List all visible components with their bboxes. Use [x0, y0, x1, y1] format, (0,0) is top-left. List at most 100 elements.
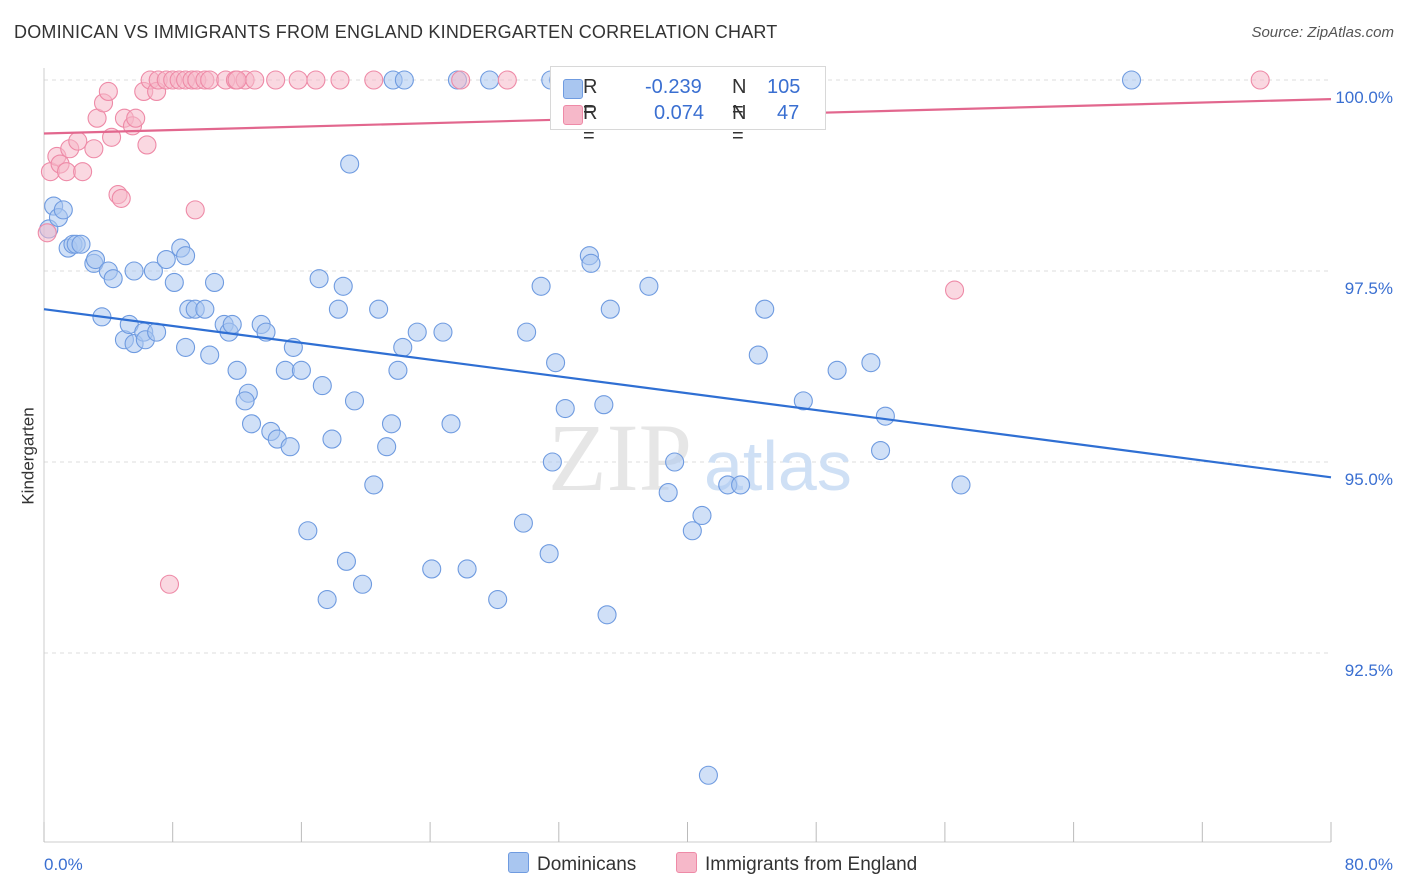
dominican-point-26 [176, 337, 196, 357]
y-tick-label-1: 95.0% [1345, 470, 1393, 489]
dominican-point-65 [433, 322, 453, 342]
dominican-point-71 [531, 276, 551, 296]
dominican-point-96 [951, 475, 971, 495]
dominican-point-60 [381, 414, 402, 434]
dominican-point-59 [377, 437, 397, 457]
england-point-41 [497, 70, 517, 90]
england-point-19 [137, 135, 157, 155]
chart-title: DOMINICAN VS IMMIGRANTS FROM ENGLAND KIN… [14, 22, 778, 42]
dominican-point-58 [369, 299, 389, 319]
dominican-point-70 [517, 322, 537, 342]
dominican-point-99 [394, 70, 414, 90]
dominican-point-57 [364, 475, 384, 495]
y-tick-label-0: 92.5% [1345, 661, 1393, 680]
dominican-point-63 [407, 322, 427, 342]
r-label: R = [583, 76, 598, 121]
dominican-point-46 [298, 521, 318, 541]
england-point-11 [98, 81, 118, 102]
england-point-35 [266, 70, 286, 90]
dominican-point-11 [103, 269, 123, 289]
dominican-point-34 [227, 360, 247, 380]
england-point-4 [56, 162, 77, 182]
dominican-trend-line [43, 308, 1332, 479]
dominican-point-97 [1121, 70, 1142, 90]
dominican-point-92 [827, 360, 847, 380]
legend-label-dominicans: Dominicans [537, 854, 637, 875]
legend-label-england: Immigrants from England [705, 854, 918, 875]
dominican-point-56 [352, 574, 373, 594]
series-england [37, 70, 1270, 594]
dominican-point-72 [539, 544, 559, 564]
legend-item-dominicans[interactable]: Dominicans [508, 852, 636, 876]
dominican-point-69 [513, 513, 533, 533]
y-tick-label-2: 97.5% [1345, 279, 1393, 298]
england-point-46 [227, 70, 247, 90]
dominican-point-30 [200, 345, 220, 365]
r-value-dominicans: -0.239 [645, 76, 702, 98]
dominican-point-83 [665, 452, 685, 472]
n-label: N = [732, 102, 747, 147]
dominican-point-94 [870, 440, 891, 461]
dominican-point-85 [692, 505, 712, 526]
dominican-point-66 [441, 414, 461, 434]
england-point-36 [288, 70, 308, 90]
tick-labels: 92.5% 95.0% 97.5% 100.0% 0.0% 80.0% [44, 88, 1393, 874]
dominican-point-49 [317, 589, 337, 610]
dominican-point-89 [748, 345, 768, 365]
dominican-point-74 [546, 353, 566, 373]
dominican-point-77 [581, 253, 601, 273]
dominican-point-7 [71, 234, 91, 254]
england-point-37 [306, 70, 326, 90]
legend-item-england[interactable]: Immigrants from England [676, 852, 917, 876]
dominican-point-73 [542, 452, 562, 472]
england-point-45 [1250, 70, 1270, 90]
dominican-point-36 [241, 414, 262, 434]
stats-legend: R = -0.239 N = 105 R = 0.074 N = 47 [550, 66, 826, 147]
y-tick-label-3: 100.0% [1335, 88, 1393, 107]
dominican-point-17 [176, 246, 196, 266]
dominican-point-51 [328, 299, 348, 319]
dominican-point-33 [222, 314, 242, 335]
dominican-point-13 [143, 261, 163, 281]
dominican-point-84 [682, 521, 702, 541]
england-point-17 [126, 108, 146, 128]
england-point-14 [111, 188, 131, 208]
england-point-8 [84, 139, 104, 159]
england-point-40 [451, 70, 471, 90]
n-label: N = [732, 76, 747, 121]
r-label: R = [583, 102, 598, 147]
england-point-44 [945, 280, 965, 300]
source-label: Source: ZipAtlas.com [1251, 24, 1394, 41]
dominican-point-68 [488, 589, 508, 610]
dominican-point-88 [731, 475, 751, 495]
dominican-point-79 [597, 605, 617, 625]
england-point-34 [245, 70, 265, 90]
n-value-england: 47 [777, 102, 800, 124]
dominican-point-37 [235, 391, 255, 411]
n-value-dominicans: 105 [767, 76, 801, 98]
dominican-point-12 [124, 261, 144, 281]
dominican-point-86 [698, 765, 718, 785]
dominican-point-90 [755, 299, 775, 319]
dominican-point-45 [291, 360, 311, 380]
series-dominicans [39, 70, 1142, 785]
dominican-point-52 [333, 276, 353, 296]
england-point-0 [37, 223, 57, 243]
legend-swatch-dominicans [508, 852, 529, 873]
dominican-point-67 [457, 559, 477, 579]
england-point-38 [330, 70, 350, 90]
dominican-point-91 [793, 391, 813, 411]
england-point-42 [185, 200, 205, 220]
dominican-point-81 [639, 276, 659, 296]
dominican-point-29 [195, 299, 215, 319]
dominican-point-53 [336, 551, 356, 571]
r-value-england: 0.074 [654, 102, 705, 124]
legend-swatch-england [676, 852, 697, 873]
dominican-point-18 [204, 272, 225, 293]
dominican-point-78 [594, 395, 614, 415]
x-tick-label-0: 0.0% [44, 855, 83, 874]
dominican-point-54 [340, 154, 360, 174]
dominican-point-62 [393, 337, 413, 357]
x-tick-label-1: 80.0% [1345, 855, 1393, 874]
axes [43, 68, 1332, 843]
